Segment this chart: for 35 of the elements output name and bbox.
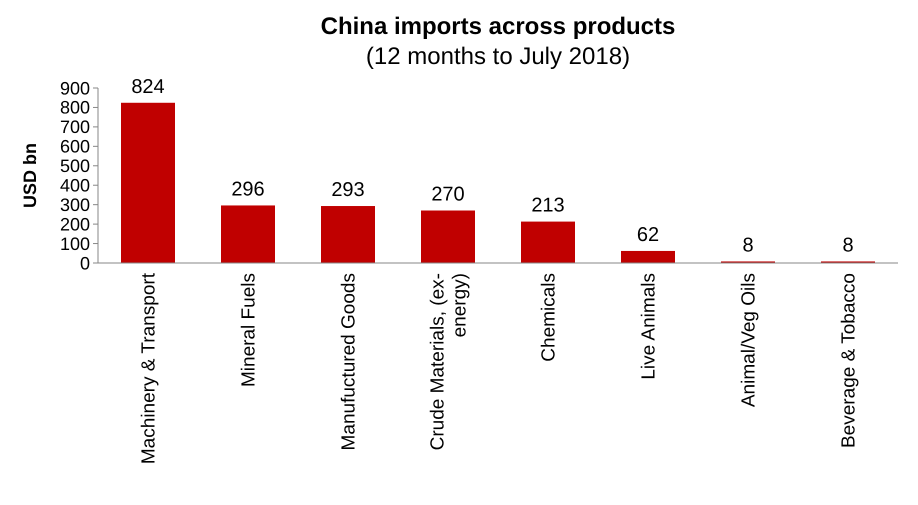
- x-tick-label: Manufuctured Goods: [338, 273, 360, 450]
- bar: [421, 210, 475, 263]
- bar: [121, 102, 175, 263]
- chart-subtitle: (12 months to July 2018): [366, 43, 630, 70]
- bar: [221, 205, 275, 263]
- bar: [621, 250, 675, 263]
- x-tick-label: Crude Materials, (ex-energy): [428, 273, 471, 450]
- x-tick-label: Machinery & Transport: [138, 272, 160, 464]
- y-tick-label: 100: [60, 234, 90, 254]
- data-label: 213: [531, 194, 565, 217]
- data-label: 8: [742, 234, 754, 256]
- y-tick-label: 600: [60, 136, 90, 157]
- y-tick-label: 0: [80, 253, 90, 274]
- data-label: 62: [636, 224, 660, 246]
- y-tick-label: 700: [60, 117, 90, 138]
- y-tick-label: 400: [60, 176, 90, 196]
- data-label: 293: [331, 179, 365, 202]
- bar: [521, 222, 575, 263]
- x-tick-label: Chemicals: [538, 273, 560, 362]
- data-label: 824: [131, 76, 165, 98]
- data-label: 8: [842, 234, 854, 256]
- chart-title: China imports across products: [320, 13, 676, 40]
- y-tick-label: 300: [60, 194, 90, 215]
- y-tick-label: 800: [60, 98, 90, 118]
- x-tick-label: Beverage & Tobacco: [838, 273, 860, 448]
- data-label: 296: [231, 178, 265, 200]
- y-tick-label: 200: [60, 214, 90, 234]
- x-tick-label: Animal/Veg Oils: [738, 273, 760, 408]
- y-tick-label: 500: [60, 156, 90, 176]
- bar: [321, 206, 375, 263]
- x-tick-label: Mineral Fuels: [238, 273, 260, 388]
- y-axis-title: USD bn: [20, 143, 40, 208]
- data-label: 270: [431, 184, 465, 206]
- y-tick-label: 900: [60, 78, 90, 98]
- x-tick-label: Live Animals: [638, 273, 660, 380]
